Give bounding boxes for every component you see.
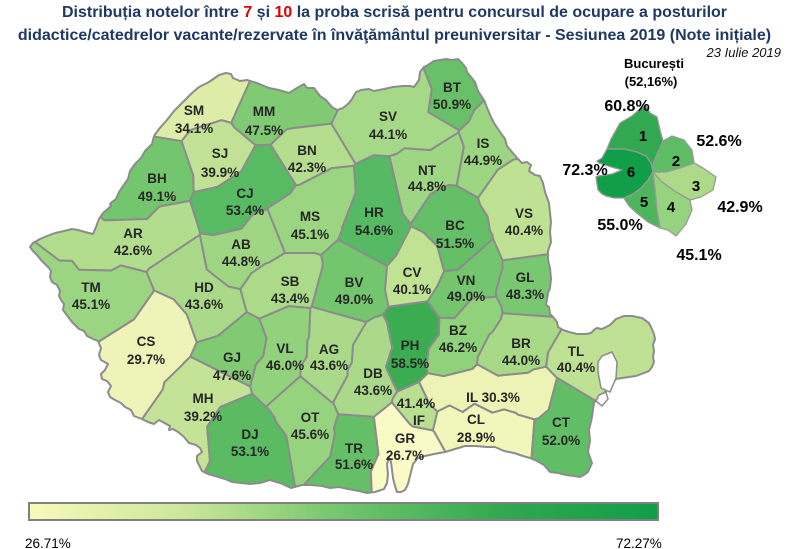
svg-text:49.0%: 49.0% <box>335 292 373 307</box>
svg-text:4: 4 <box>667 199 676 216</box>
svg-text:SM: SM <box>184 103 204 118</box>
svg-text:6: 6 <box>627 164 635 181</box>
svg-text:DB: DB <box>363 366 383 381</box>
svg-text:IF: IF <box>413 413 425 428</box>
svg-text:GJ: GJ <box>223 350 241 365</box>
svg-text:45.1%: 45.1% <box>676 247 721 264</box>
svg-text:GL: GL <box>516 270 535 285</box>
svg-text:28.9%: 28.9% <box>457 430 495 445</box>
svg-text:44.8%: 44.8% <box>408 179 446 194</box>
svg-text:3: 3 <box>692 178 700 195</box>
svg-text:52.6%: 52.6% <box>696 133 741 150</box>
svg-text:43.6%: 43.6% <box>185 297 223 312</box>
svg-text:AR: AR <box>123 226 143 241</box>
svg-text:BN: BN <box>297 143 317 158</box>
svg-text:TL: TL <box>568 344 585 359</box>
svg-text:54.6%: 54.6% <box>355 223 393 238</box>
svg-text:45.6%: 45.6% <box>291 427 329 442</box>
svg-text:SB: SB <box>281 274 300 289</box>
svg-text:47.5%: 47.5% <box>245 123 283 138</box>
svg-text:BV: BV <box>345 275 364 290</box>
svg-text:26.7%: 26.7% <box>386 448 424 463</box>
svg-text:PH: PH <box>401 338 420 353</box>
svg-text:2: 2 <box>672 153 680 170</box>
svg-text:BZ: BZ <box>449 323 467 338</box>
svg-text:SV: SV <box>379 109 397 124</box>
svg-text:60.8%: 60.8% <box>604 98 649 115</box>
svg-text:VS: VS <box>515 206 533 221</box>
svg-text:NT: NT <box>418 163 437 178</box>
svg-text:41.4%: 41.4% <box>397 396 435 411</box>
svg-text:HR: HR <box>364 205 384 220</box>
svg-text:39.2%: 39.2% <box>184 409 222 424</box>
svg-text:72.3%: 72.3% <box>562 162 607 179</box>
svg-text:București: București <box>624 56 684 71</box>
svg-text:52.0%: 52.0% <box>542 433 580 448</box>
svg-text:29.7%: 29.7% <box>127 352 165 367</box>
svg-text:CS: CS <box>137 334 156 349</box>
svg-text:51.5%: 51.5% <box>436 236 474 251</box>
svg-text:BC: BC <box>445 218 465 233</box>
svg-text:CV: CV <box>403 265 422 280</box>
svg-text:44.1%: 44.1% <box>369 127 407 142</box>
svg-text:51.6%: 51.6% <box>335 457 373 472</box>
svg-text:CT: CT <box>552 415 571 430</box>
svg-text:MH: MH <box>193 391 214 406</box>
svg-text:46.2%: 46.2% <box>439 340 477 355</box>
svg-text:48.3%: 48.3% <box>506 287 544 302</box>
svg-text:BR: BR <box>511 336 531 351</box>
svg-text:TR: TR <box>345 441 363 456</box>
svg-text:IS: IS <box>477 136 490 151</box>
svg-text:40.1%: 40.1% <box>393 282 431 297</box>
svg-text:39.9%: 39.9% <box>201 165 239 180</box>
svg-text:45.1%: 45.1% <box>291 227 329 242</box>
svg-text:44.0%: 44.0% <box>502 353 540 368</box>
svg-text:GR: GR <box>395 431 416 446</box>
svg-text:40.4%: 40.4% <box>557 360 595 375</box>
svg-text:AB: AB <box>231 237 251 252</box>
svg-text:49.1%: 49.1% <box>138 189 176 204</box>
svg-text:47.6%: 47.6% <box>213 368 251 383</box>
svg-text:40.4%: 40.4% <box>505 223 543 238</box>
svg-text:44.9%: 44.9% <box>464 153 502 168</box>
svg-text:TM: TM <box>81 280 101 295</box>
svg-text:46.0%: 46.0% <box>266 358 304 373</box>
svg-text:OT: OT <box>301 410 321 425</box>
svg-text:42.6%: 42.6% <box>114 243 152 258</box>
svg-text:43.4%: 43.4% <box>271 291 309 306</box>
svg-text:(52,16%): (52,16%) <box>625 74 678 89</box>
svg-text:43.6%: 43.6% <box>354 383 392 398</box>
svg-text:58.5%: 58.5% <box>391 356 429 371</box>
svg-text:42.9%: 42.9% <box>717 199 762 216</box>
svg-text:CJ: CJ <box>236 186 253 201</box>
svg-text:5: 5 <box>640 194 648 211</box>
svg-text:CL: CL <box>467 412 485 427</box>
svg-text:IL 30.3%: IL 30.3% <box>466 390 520 405</box>
svg-text:34.1%: 34.1% <box>175 121 213 136</box>
svg-text:43.6%: 43.6% <box>310 358 348 373</box>
svg-text:HD: HD <box>194 280 214 295</box>
svg-text:50.9%: 50.9% <box>433 97 471 112</box>
svg-text:42.3%: 42.3% <box>288 160 326 175</box>
svg-text:1: 1 <box>639 128 647 145</box>
svg-text:MM: MM <box>253 104 276 119</box>
svg-text:AG: AG <box>319 342 339 357</box>
svg-text:49.0%: 49.0% <box>447 289 485 304</box>
svg-text:VN: VN <box>457 273 476 288</box>
svg-text:BT: BT <box>443 80 462 95</box>
svg-text:53.1%: 53.1% <box>231 444 269 459</box>
svg-text:BH: BH <box>147 171 167 186</box>
svg-text:55.0%: 55.0% <box>597 217 642 234</box>
svg-text:VL: VL <box>276 341 293 356</box>
svg-text:44.8%: 44.8% <box>222 254 260 269</box>
svg-text:SJ: SJ <box>212 146 229 161</box>
svg-text:MS: MS <box>300 209 320 224</box>
svg-text:53.4%: 53.4% <box>226 203 264 218</box>
svg-text:45.1%: 45.1% <box>72 297 110 312</box>
svg-text:DJ: DJ <box>241 427 258 442</box>
